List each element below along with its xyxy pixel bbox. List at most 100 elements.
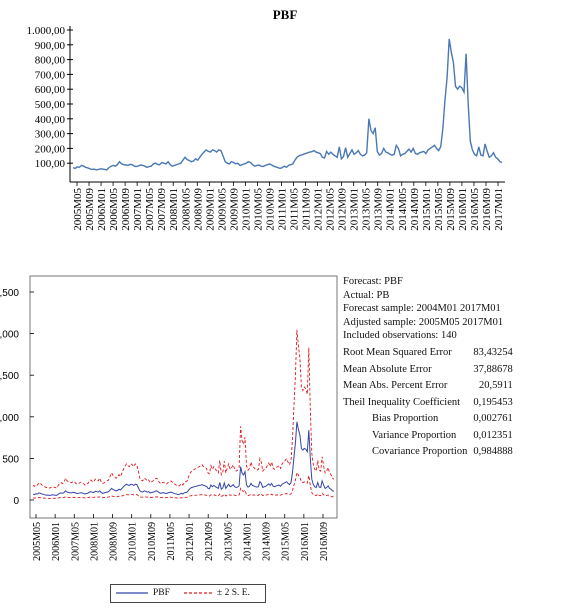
stats-row: Bias Proportion 0,002761 (343, 411, 513, 428)
bottom-x-tick-label: 2011M05 (166, 522, 177, 561)
top-y-tick-label: 700,00 (35, 69, 66, 81)
bottom-x-tick-label: 2005M05 (32, 522, 43, 561)
top-x-tick-label: 2012M05 (325, 188, 337, 231)
top-x-tick-label: 2015M09 (445, 188, 457, 231)
top-x-tick-label: 2007M09 (156, 188, 168, 231)
top-x-tick-label: 2016M05 (469, 188, 481, 231)
top-x-tick-label: 2008M09 (192, 188, 204, 231)
top-x-tick-label: 2013M05 (361, 188, 373, 231)
top-x-tick-label: 2012M01 (313, 188, 325, 231)
top-x-tick-label: 2005M05 (72, 188, 84, 231)
top-x-tick-label: 2013M01 (349, 188, 361, 231)
top-y-tick-label: 900,00 (35, 40, 66, 52)
legend-solid-line-icon (116, 592, 148, 594)
bottom-x-tick-label: 2016M01 (300, 522, 311, 561)
bottom-y-tick-label: 2,000 (0, 330, 19, 341)
top-x-tick-label: 2006M01 (96, 188, 108, 231)
bottom-y-tick-label: 1,500 (0, 371, 19, 382)
bottom-plot-frame (29, 275, 338, 519)
stats-row-value: 0,984888 (473, 446, 513, 457)
top-x-tick-label: 2008M01 (168, 188, 180, 231)
bottom-series-group (32, 329, 335, 499)
top-x-tick-label: 2014M09 (409, 188, 421, 231)
stats-row-label: Root Mean Squared Error (343, 347, 452, 358)
top-x-tick-label: 2014M05 (397, 188, 409, 231)
top-x-tick-label: 2009M05 (216, 188, 228, 231)
top-x-tick-label: 2015M05 (433, 188, 445, 231)
top-y-tick-label: 800,00 (35, 55, 66, 67)
band-lower-line (32, 471, 335, 499)
stats-row: Root Mean Squared Error 83,43254 (343, 345, 513, 362)
top-x-tick-label: 2015M01 (421, 188, 433, 231)
bottom-x-tick-label: 2010M01 (128, 522, 139, 561)
top-series-group (72, 38, 503, 171)
bottom-x-tick-label: 2006M01 (51, 522, 62, 561)
bottom-x-tick-label: 2008M01 (89, 522, 100, 561)
stats-row-label: Mean Absolute Error (343, 363, 432, 375)
stats-included-observations: Included observations: 140 (343, 330, 457, 341)
bottom-y-tick-label: 2,500 (0, 288, 19, 299)
bottom-x-tick-label: 2012M01 (185, 522, 196, 561)
stats-adjusted-sample: Adjusted sample: 2005M05 2017M01 (343, 316, 504, 328)
bottom-y-tick-label: 1,000 (0, 413, 19, 424)
stats-row: Mean Absolute Error 37,88678 (343, 361, 513, 378)
forecast-stats-panel: Forecast: PBF Actual: PB Forecast sample… (343, 275, 563, 460)
top-series-line-pbf (72, 38, 503, 171)
bottom-x-tick-label: 2014M09 (262, 522, 273, 561)
stats-row-label: Covariance Proportion (372, 446, 468, 457)
stats-row-value: 83,43254 (473, 347, 513, 358)
top-chart-title: PBF (273, 7, 298, 22)
band-upper-line (32, 329, 335, 489)
stats-row-label: Mean Abs. Percent Error (343, 380, 448, 391)
bottom-x-tick-label: 2010M09 (147, 522, 158, 561)
legend-dashed-line-icon (184, 592, 212, 594)
stats-row: Theil Inequality Coefficient 0,195453 (343, 394, 513, 411)
top-x-tick-label: 2010M05 (252, 188, 264, 231)
top-y-tick-label: 1.000,00 (27, 25, 66, 37)
bottom-y-axis: 0 500 1,000 1,500 2,000 2,500 (0, 288, 34, 507)
bottom-x-tick-label: 2015M05 (281, 522, 292, 561)
top-x-tick-label: 2009M01 (204, 188, 216, 231)
top-x-tick-label: 2009M09 (228, 188, 240, 231)
stats-row: Covariance Proportion 0,984888 (343, 444, 513, 461)
top-x-tick-label: 2014M01 (385, 188, 397, 231)
top-x-tick-label: 2008M05 (180, 188, 192, 231)
top-y-axis: 100,00 200,00 300,00 400,00 500,00 600,00 700,… (27, 25, 73, 182)
top-x-axis: 2005M05 2005M09 2006M01 2006M05 2006M09 2007M… (70, 181, 505, 231)
stats-forecast: Forecast: PBF (343, 276, 403, 287)
top-x-tick-label: 2006M09 (120, 188, 132, 231)
stats-row: Mean Abs. Percent Error 20,5911 (343, 378, 513, 395)
top-x-tick-label: 2005M09 (84, 188, 96, 231)
stats-row-value: 20,5911 (478, 380, 513, 391)
bottom-y-tick-label: 0 (13, 496, 19, 507)
top-x-tick-label: 2011M01 (276, 188, 288, 230)
stats-row-label: Bias Proportion (372, 413, 439, 424)
legend-label-pbf: PBF (153, 588, 170, 598)
top-y-tick-label: 400,00 (35, 114, 66, 126)
top-x-tick-label: 2010M01 (240, 188, 252, 231)
top-chart: PBF 100,00 200,00 300,00 400,00 500,00 600,00… (27, 7, 505, 231)
stats-row-label: Variance Proportion (372, 429, 457, 441)
stats-row-label: Theil Inequality Coefficient (343, 396, 461, 408)
top-x-tick-label: 2011M09 (301, 188, 313, 231)
top-y-tick-label: 600,00 (35, 84, 66, 96)
bottom-x-axis: 2005M05 2006M01 2007M05 2008M01 2008M09 2010M… (32, 514, 330, 561)
legend-item-pbf: PBF (115, 587, 170, 599)
bottom-x-tick-label: 2014M01 (242, 522, 253, 561)
stats-forecast-sample: Forecast sample: 2004M01 2017M01 (343, 303, 501, 314)
top-x-tick-label: 2016M01 (457, 188, 469, 231)
legend-label-band: ± 2 S. E. (217, 588, 250, 598)
stats-table: Root Mean Squared Error 83,43254 Mean Abso… (343, 345, 513, 461)
bottom-x-tick-label: 2008M09 (109, 522, 120, 561)
top-x-tick-label: 2007M05 (144, 188, 156, 231)
top-y-tick-label: 300,00 (35, 129, 66, 141)
stats-row-value: 0,012351 (473, 429, 513, 441)
top-x-tick-label: 2016M09 (481, 188, 493, 231)
bottom-x-tick-label: 2012M09 (204, 522, 215, 561)
top-x-tick-label: 2017M01 (493, 188, 505, 231)
top-x-tick-label: 2007M01 (132, 188, 144, 231)
bottom-x-tick-label: 2007M05 (70, 522, 81, 561)
top-x-tick-label: 2006M05 (108, 188, 120, 231)
bottom-y-tick-label: 500 (2, 454, 19, 465)
